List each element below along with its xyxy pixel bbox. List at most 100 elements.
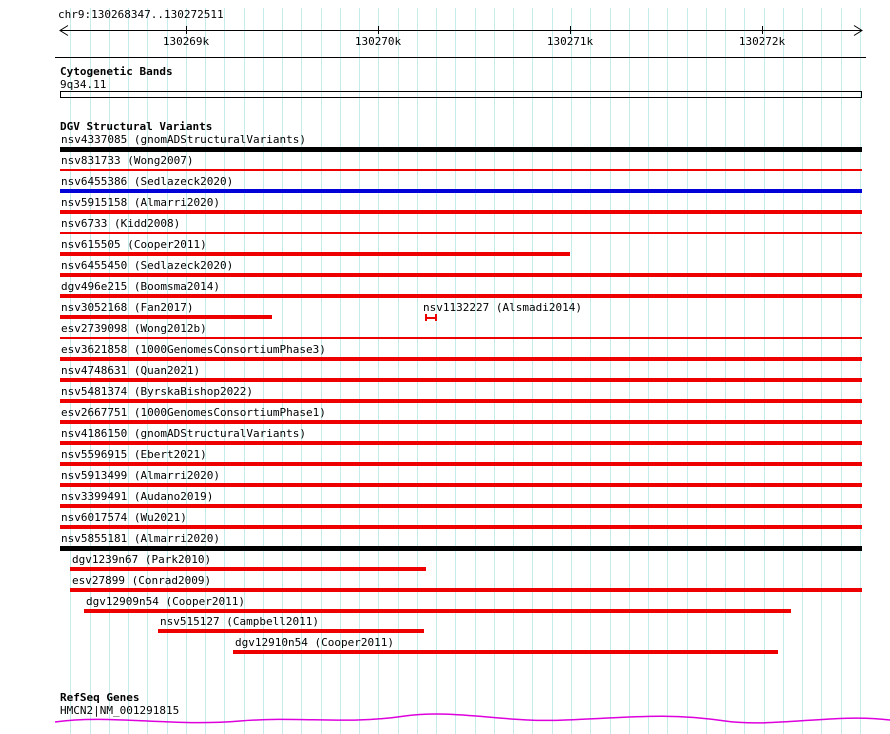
dgv-heading: DGV Structural Variants — [60, 120, 213, 133]
gridline — [89, 8, 91, 734]
variant-label: nsv5481374 (ByrskaBishop2022) — [61, 385, 254, 398]
variant-bar[interactable] — [60, 357, 862, 361]
gridline — [397, 8, 399, 734]
variant-label: dgv12909n54 (Cooper2011) — [86, 595, 245, 608]
variant-bar[interactable] — [60, 337, 862, 339]
gridline — [108, 8, 110, 734]
variant-label: nsv831733 (Wong2007) — [61, 154, 194, 167]
gridline — [667, 8, 669, 734]
gridline — [571, 8, 572, 734]
gridline — [378, 8, 380, 734]
variant-bar[interactable] — [60, 483, 862, 487]
gridline — [436, 8, 438, 734]
gridline — [744, 8, 746, 734]
variant-label: esv2739098 (Wong2012b) — [61, 322, 207, 335]
variant-bar[interactable] — [60, 525, 862, 529]
gridline — [128, 8, 129, 734]
gridline — [609, 8, 611, 734]
ruler-tick-label: 130269k — [162, 35, 210, 48]
variant-label: nsv5913499 (Almarri2020) — [61, 469, 220, 482]
gridline — [166, 8, 168, 734]
gridline — [763, 8, 765, 734]
variant-bar[interactable] — [60, 462, 862, 466]
cytoband-label: 9q34.11 — [60, 78, 107, 91]
variant-label: dgv496e215 (Boomsma2014) — [61, 280, 220, 293]
gridline — [532, 8, 534, 734]
gridline — [782, 8, 784, 734]
ruler-tick-marks — [186, 26, 763, 34]
variant-label: esv2667751 (1000GenomesConsortiumPhase1) — [61, 406, 326, 419]
variant-label: esv3621858 (1000GenomesConsortiumPhase3) — [61, 343, 326, 356]
ruler-tick-label: 130270k — [354, 35, 402, 48]
cytobands-heading: Cytogenetic Bands — [60, 65, 173, 78]
variant-label: nsv4186150 (gnomADStructuralVariants) — [61, 427, 307, 440]
variant-bar[interactable] — [70, 567, 426, 571]
gridline — [686, 8, 688, 734]
gridline — [205, 8, 206, 734]
ruler-tick-label: 130272k — [738, 35, 786, 48]
variant-bar[interactable] — [60, 420, 862, 424]
variant-bar[interactable] — [60, 294, 862, 298]
variant-bar[interactable] — [60, 546, 862, 551]
variant-label: nsv3052168 (Fan2017) — [61, 301, 194, 314]
region-label: chr9:130268347..130272511 — [58, 8, 224, 21]
variant-label: nsv5915158 (Almarri2020) — [61, 196, 220, 209]
ruler-right-arrow-icon — [853, 25, 863, 36]
gridline — [282, 8, 284, 734]
variant-bar[interactable] — [60, 399, 862, 403]
gridline — [416, 8, 418, 734]
variant-bar[interactable] — [60, 189, 862, 193]
gridline — [590, 8, 592, 734]
gridline — [493, 8, 495, 734]
variant-range-marker[interactable] — [425, 314, 437, 321]
variant-label: nsv6455386 (Sedlazeck2020) — [61, 175, 234, 188]
variant-bar[interactable] — [60, 378, 862, 382]
variant-label: nsv4337085 (gnomADStructuralVariants) — [61, 133, 307, 146]
variant-label: nsv6733 (Kidd2008) — [61, 217, 181, 230]
gridline — [224, 8, 226, 734]
gridline — [821, 8, 823, 734]
gridline — [455, 8, 457, 734]
variant-bar[interactable] — [60, 273, 862, 277]
gridline — [474, 8, 476, 734]
gridline — [628, 8, 630, 734]
variant-label: dgv12910n54 (Cooper2011) — [235, 636, 394, 649]
variant-label: nsv6017574 (Wu2021) — [61, 511, 187, 524]
variant-bar[interactable] — [60, 147, 862, 152]
gridline — [705, 8, 707, 734]
variant-label: nsv6455450 (Sedlazeck2020) — [61, 259, 234, 272]
variant-bar[interactable] — [233, 650, 778, 654]
variant-bar[interactable] — [60, 315, 272, 319]
variant-bar[interactable] — [60, 232, 862, 234]
ruler-tick-label: 130271k — [546, 35, 594, 48]
variant-bar[interactable] — [70, 588, 862, 592]
gridline — [320, 8, 322, 734]
gridline — [339, 8, 341, 734]
variant-bar[interactable] — [158, 629, 424, 633]
gridline — [185, 8, 187, 734]
gridline — [648, 8, 649, 734]
variant-label: nsv1132227 (Alsmadi2014) — [423, 301, 582, 314]
variant-label: dgv1239n67 (Park2010) — [72, 553, 212, 566]
variant-bar[interactable] — [60, 504, 862, 508]
variant-bar[interactable] — [60, 252, 570, 256]
range-marker-line — [427, 316, 435, 319]
gridline — [301, 8, 303, 734]
variant-bar[interactable] — [60, 210, 862, 214]
variant-label: nsv5855181 (Almarri2020) — [61, 532, 220, 545]
gridline — [147, 8, 149, 734]
variant-bar[interactable] — [84, 609, 791, 613]
variant-bar[interactable] — [60, 169, 862, 171]
gridline — [243, 8, 245, 734]
gridline — [859, 8, 861, 734]
variant-bar[interactable] — [60, 441, 862, 445]
gene-model-glyph[interactable] — [54, 713, 890, 724]
gridline — [551, 8, 553, 734]
variant-label: nsv615505 (Cooper2011) — [61, 238, 207, 251]
variant-label: nsv4748631 (Quan2021) — [61, 364, 201, 377]
variant-label: nsv5596915 (Ebert2021) — [61, 448, 207, 461]
gridline — [725, 8, 726, 734]
